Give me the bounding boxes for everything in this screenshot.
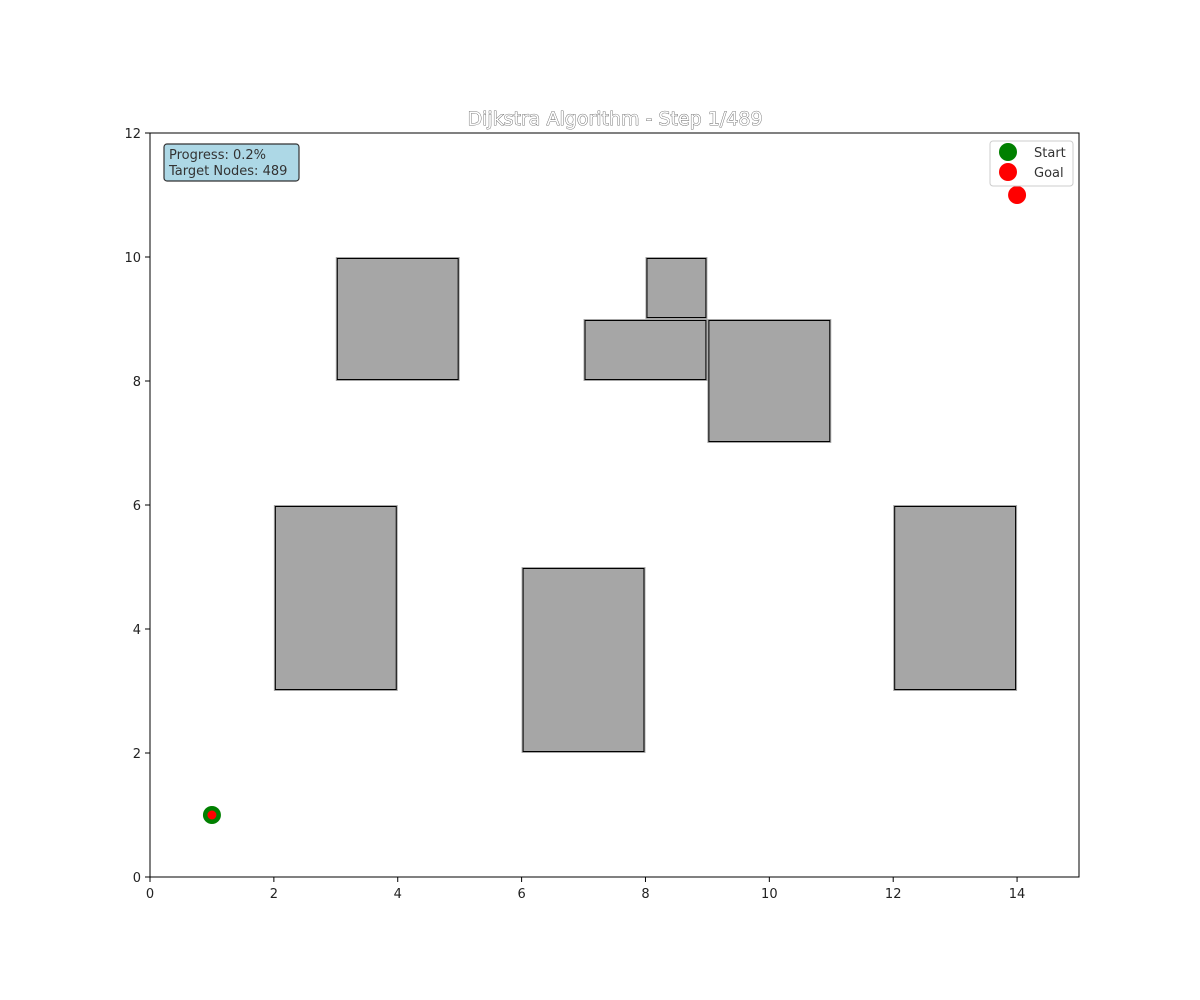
y-tick-label: 2	[133, 747, 141, 762]
obstacle-4	[707, 319, 832, 443]
points-layer	[202, 186, 1027, 824]
obstacle-outline-3	[646, 258, 707, 318]
obstacle-1	[335, 257, 460, 381]
legend-label-start: Start	[1034, 146, 1066, 161]
x-tick-label: 0	[146, 887, 154, 902]
x-axis: 0 2 4 6 8 10 12 14	[146, 877, 1025, 902]
legend-label-goal: Goal	[1034, 166, 1064, 181]
y-axis: 0 2 4 6 8 10 12	[124, 127, 150, 886]
target-nodes-text: Target Nodes: 489	[168, 164, 287, 179]
y-tick-label: 12	[124, 127, 141, 142]
x-tick-label: 8	[641, 887, 649, 902]
obstacle-outline-2	[584, 320, 707, 380]
legend-marker-goal	[999, 163, 1017, 181]
chart-title: Dijkstra Algorithm - Step 1/489	[467, 108, 762, 130]
obstacle-2	[583, 319, 708, 381]
obstacle-outline-5	[274, 506, 397, 690]
goal-point	[1008, 186, 1027, 204]
obstacle-outline-6	[522, 568, 645, 752]
x-tick-label: 6	[517, 887, 525, 902]
obstacle-outline-1	[336, 258, 459, 380]
progress-text: Progress: 0.2%	[169, 148, 266, 163]
obstacle-5	[273, 505, 398, 691]
legend-marker-start	[999, 143, 1017, 161]
y-tick-label: 6	[133, 499, 141, 514]
x-tick-label: 2	[270, 887, 278, 902]
x-tick-label: 4	[394, 887, 402, 902]
obstacle-outline-4	[708, 320, 831, 442]
obstacle-7	[893, 505, 1018, 691]
x-tick-label: 12	[885, 887, 902, 902]
info-box: Progress: 0.2% Target Nodes: 489	[163, 143, 300, 182]
y-tick-label: 8	[133, 375, 141, 390]
legend: Start Goal	[989, 140, 1074, 187]
obstacle-outline-7	[894, 506, 1017, 690]
info-box-background	[163, 143, 300, 182]
obstacles-layer	[273, 257, 1018, 753]
visited-node-1	[207, 810, 217, 820]
y-tick-label: 10	[124, 251, 141, 266]
obstacle-3	[645, 257, 708, 319]
x-tick-label: 14	[1009, 887, 1026, 902]
x-tick-label: 10	[761, 887, 778, 902]
y-tick-label: 4	[133, 623, 141, 638]
obstacle-6	[521, 567, 646, 753]
y-tick-label: 0	[133, 871, 141, 886]
